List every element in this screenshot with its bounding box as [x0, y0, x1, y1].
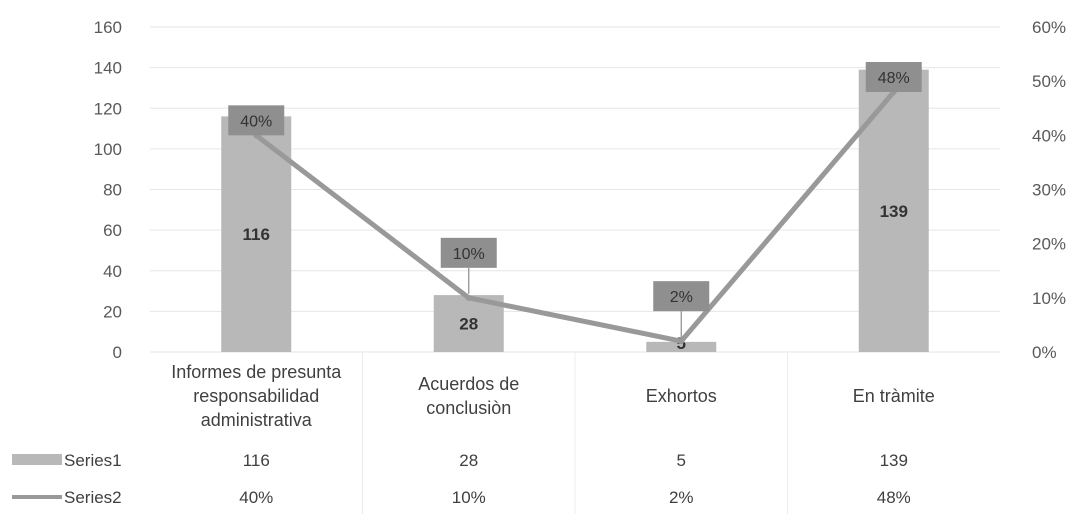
series2-data-label: 48%: [878, 70, 910, 87]
callout-box: [865, 62, 922, 92]
callout-box: [653, 281, 710, 312]
y-left-tick-label: 100: [94, 140, 122, 159]
table-cell-series2: 40%: [239, 488, 273, 507]
y-left-tick-label: 120: [94, 99, 122, 118]
y-right-tick-label: 0%: [1032, 343, 1057, 362]
y-left-tick-label: 80: [103, 181, 122, 200]
y-left-tick-label: 20: [103, 302, 122, 321]
category-label: administrativa: [201, 410, 313, 430]
table-cell-series1: 5: [677, 451, 686, 470]
y-right-tick-label: 30%: [1032, 181, 1066, 200]
y-left-tick-label: 140: [94, 59, 122, 78]
legend-label-series2: Series2: [64, 488, 122, 507]
series2-line: [253, 89, 897, 344]
bar: [646, 341, 717, 352]
table-cell-series2: 10%: [452, 488, 486, 507]
y-right-tick-label: 20%: [1032, 235, 1066, 254]
category-label: En tràmite: [853, 386, 935, 406]
y-left-tick-label: 40: [103, 262, 122, 281]
table-cell-series1: 28: [459, 451, 478, 470]
y-left-tick-label: 160: [94, 18, 122, 37]
series2-data-label: 10%: [453, 246, 485, 263]
category-label: conclusiòn: [426, 398, 511, 418]
callout-box: [228, 105, 285, 136]
y-right-tick-label: 60%: [1032, 18, 1066, 37]
y-right-tick-label: 40%: [1032, 126, 1066, 145]
table-cell-series2: 48%: [877, 488, 911, 507]
legend-key-series1: [12, 454, 62, 465]
legend-label-series1: Series1: [64, 451, 122, 470]
series2-point: [678, 338, 685, 345]
bar-value-label: 139: [880, 202, 908, 221]
y-right-tick-label: 50%: [1032, 72, 1066, 91]
y-left-tick-label: 0: [113, 343, 122, 362]
bar-value-label: 116: [243, 225, 270, 244]
category-label: responsabilidad: [193, 386, 319, 406]
y-right-tick-label: 10%: [1032, 289, 1066, 308]
category-label: Acuerdos de: [418, 374, 519, 394]
category-label: Exhortos: [646, 386, 717, 406]
callout-box: [440, 237, 497, 268]
series2-point: [465, 294, 472, 301]
y-left-tick-label: 60: [103, 221, 122, 240]
series2-data-label: 40%: [240, 113, 272, 130]
series2-data-label: 2%: [670, 289, 693, 306]
table-cell-series1: 116: [243, 451, 270, 470]
bar-value-label: 28: [459, 315, 478, 334]
table-cell-series1: 139: [880, 451, 908, 470]
table-cell-series2: 2%: [669, 488, 694, 507]
category-label: Informes de presunta: [171, 362, 342, 382]
